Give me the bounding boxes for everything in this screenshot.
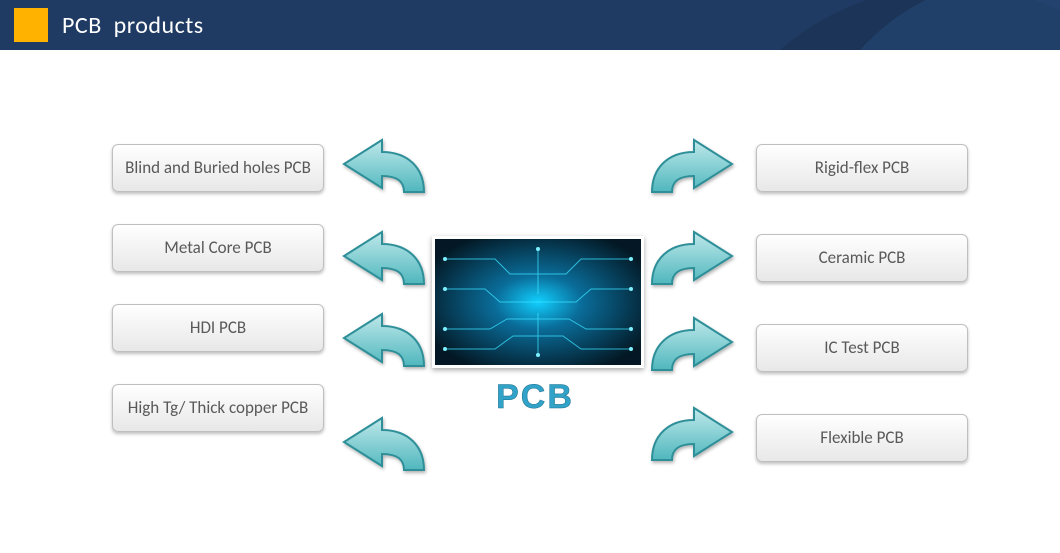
arrow-right-icon [644,314,740,376]
box-hdi: HDI PCB [112,304,324,352]
box-metal-core: Metal Core PCB [112,224,324,272]
arrow-left-icon [336,414,432,476]
box-label: IC Test PCB [824,338,900,358]
box-label: Rigid-flex PCB [815,158,910,178]
box-high-tg: High Tg/ Thick copper PCB [112,384,324,432]
slide-title: PCB products [62,11,204,40]
arrow-right-icon [644,228,740,290]
right-column: Rigid-flex PCB Ceramic PCB IC Test PCB F… [756,144,984,462]
left-column: Blind and Buried holes PCB Metal Core PC… [112,144,340,432]
slide-root: PCB products Blind and Buried holes PCB … [0,0,1060,553]
arrow-right-icon [644,136,740,198]
box-flexible: Flexible PCB [756,414,968,462]
box-ceramic: Ceramic PCB [756,234,968,282]
box-label: High Tg/ Thick copper PCB [128,398,308,418]
box-label: Blind and Buried holes PCB [125,158,311,178]
box-rigid-flex: Rigid-flex PCB [756,144,968,192]
box-ic-test: IC Test PCB [756,324,968,372]
slide-header: PCB products [0,0,1060,50]
header-arcs-decoration [740,0,1060,50]
box-blind-buried: Blind and Buried holes PCB [112,144,324,192]
arrow-left-icon [336,310,432,372]
center-pcb-label: PCB [432,378,638,417]
arrow-left-icon [336,228,432,290]
box-label: HDI PCB [190,318,246,338]
box-label: Flexible PCB [820,428,903,448]
accent-square-icon [14,8,48,42]
center-pcb-image [432,236,644,368]
arrow-left-icon [336,136,432,198]
box-label: Ceramic PCB [819,248,906,268]
arrow-right-icon [644,404,740,466]
box-label: Metal Core PCB [164,238,271,258]
